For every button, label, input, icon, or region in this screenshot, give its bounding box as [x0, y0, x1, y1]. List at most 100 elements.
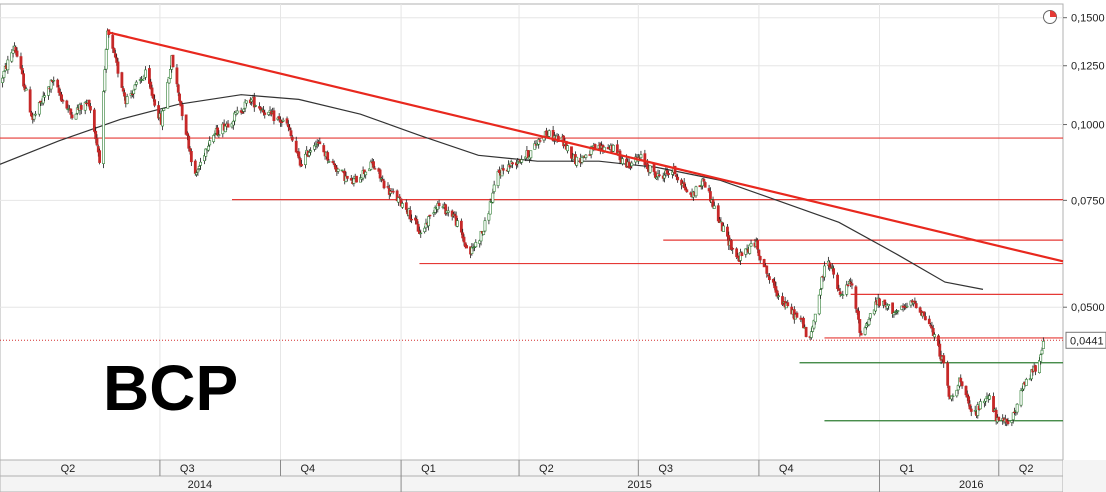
candle-body [1024, 379, 1028, 386]
candle-body [89, 106, 92, 111]
candle-body [456, 220, 459, 227]
candle-body [739, 251, 742, 261]
candle-body [927, 318, 931, 325]
candle-body [529, 150, 533, 159]
candle-body [410, 218, 413, 221]
candle-body [43, 95, 46, 98]
candle-body [837, 288, 841, 291]
candle-body [1, 77, 5, 83]
candle-body [444, 204, 448, 215]
candle-body [148, 68, 151, 84]
candle-body [674, 174, 678, 177]
candle-body [878, 298, 881, 306]
candle-body [2, 70, 6, 78]
year-band [0, 475, 1064, 492]
candle-body [216, 127, 219, 136]
candle-body [964, 385, 968, 396]
candle-body [997, 416, 1001, 421]
candle-body [196, 169, 200, 173]
candle-body [381, 179, 385, 181]
candle-body [501, 168, 505, 171]
candle-body [231, 120, 235, 126]
candle-body [547, 130, 551, 137]
candle-body [65, 100, 69, 109]
candle-body [187, 135, 191, 149]
candle-body [103, 69, 107, 92]
candle-body [208, 140, 212, 146]
candle-body [446, 210, 450, 213]
candle-body [184, 114, 188, 135]
candle-body [942, 355, 946, 364]
candle-body [372, 161, 375, 168]
candle-body [802, 317, 805, 329]
candle-body [648, 165, 652, 173]
candle-body [722, 225, 725, 232]
candle-body [15, 50, 19, 57]
candle-body [242, 108, 246, 112]
candle-body [488, 201, 492, 215]
candle-body [226, 123, 230, 128]
candle-body [176, 84, 180, 93]
candle-body [813, 313, 817, 323]
candle-body [556, 135, 560, 143]
y-tick-label: 0,0500 [1071, 302, 1105, 314]
candle-body [621, 158, 624, 164]
candle-body [391, 190, 395, 193]
candle-body [19, 56, 23, 69]
candle-body [186, 132, 189, 136]
candle-body [241, 111, 244, 114]
candle-body [859, 332, 863, 336]
candle-body [653, 171, 657, 178]
candle-body [905, 305, 909, 308]
candle-body [777, 295, 780, 297]
candle-body [895, 311, 898, 314]
candle-body [913, 300, 917, 304]
year-label: 2014 [188, 479, 212, 491]
candle-body [716, 205, 720, 222]
candle-body [326, 152, 330, 161]
candle-body [707, 188, 711, 192]
candle-body [125, 96, 129, 104]
candle-body [570, 146, 573, 159]
candle-body [235, 110, 239, 114]
candle-body [652, 164, 656, 172]
candle-body [33, 113, 37, 116]
candle-body [731, 248, 735, 250]
candle-body [32, 114, 36, 120]
candle-body [297, 151, 301, 159]
candle-body [868, 313, 872, 319]
candle-body [408, 210, 412, 220]
candle-body [285, 118, 289, 124]
clock-icon[interactable] [1043, 10, 1057, 24]
candle-body [286, 124, 290, 128]
candle-body [327, 161, 331, 163]
candle-body [1006, 421, 1010, 425]
candle-body [132, 89, 136, 95]
candle-body [828, 262, 832, 268]
candle-body [104, 49, 108, 70]
candle-body [973, 410, 977, 412]
candle-body [545, 130, 548, 136]
candle-body [322, 145, 326, 153]
candle-body [809, 331, 813, 338]
candle-body [224, 125, 227, 133]
candle-body [199, 161, 202, 166]
candle-body [92, 109, 96, 132]
candle-body [37, 102, 41, 115]
candle-body [52, 80, 56, 82]
candle-body [453, 213, 457, 217]
candle-body [629, 166, 632, 169]
candle-body [331, 161, 335, 163]
candle-body [151, 93, 155, 99]
quarter-label: Q4 [779, 463, 794, 475]
candle-body [28, 89, 32, 113]
clock-hand[interactable] [1050, 10, 1057, 18]
candle-body [415, 219, 419, 225]
candle-body [175, 67, 179, 85]
candle-body [245, 100, 248, 104]
candle-body [511, 162, 514, 165]
candle-body [491, 192, 495, 203]
candle-body [655, 177, 659, 180]
candle-body [1015, 403, 1019, 413]
candle-body [69, 108, 73, 115]
